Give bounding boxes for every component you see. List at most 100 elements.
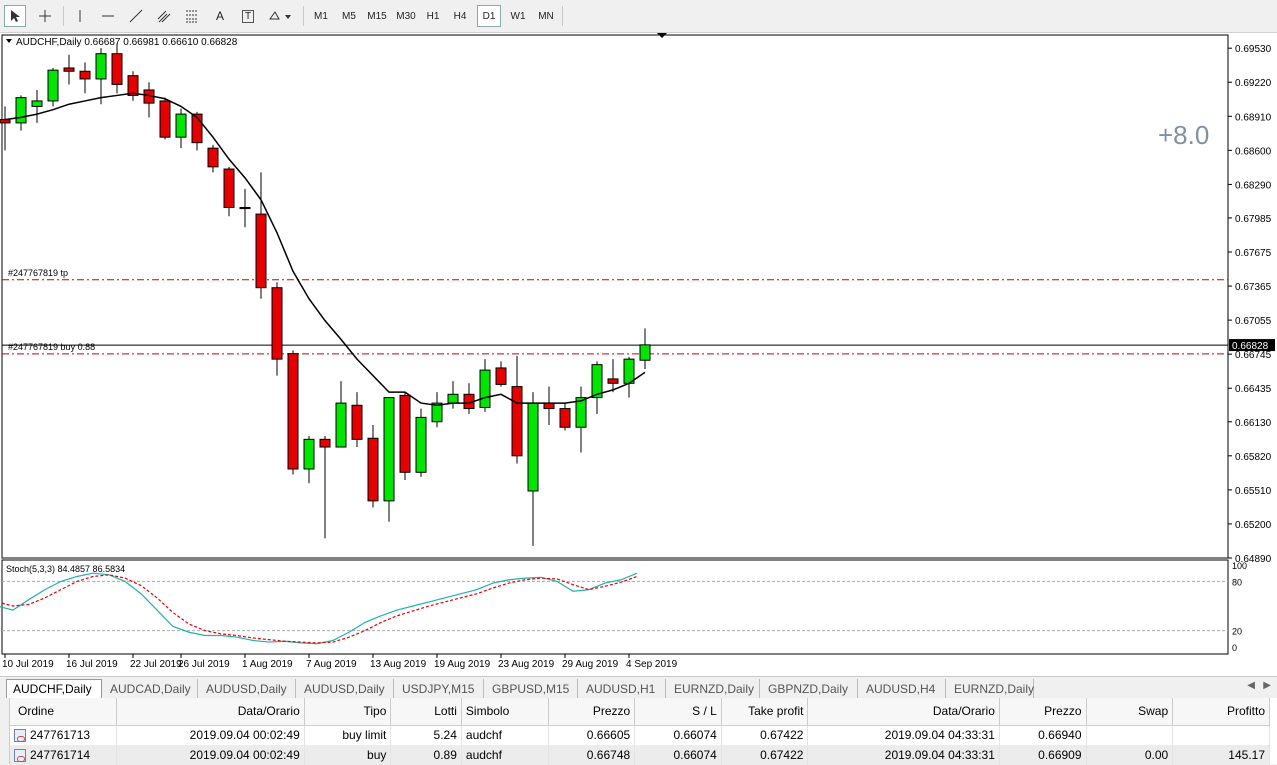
order-cell: 0.89 <box>390 745 462 765</box>
order-cell: buy <box>304 745 392 765</box>
equidistant-channel-tool[interactable] <box>153 5 175 27</box>
price-axis-label: 0.69530 <box>1235 44 1272 55</box>
order-cell: 0.66940 <box>999 725 1087 745</box>
horizontal-line-tool[interactable] <box>97 5 119 27</box>
bearish-candle <box>287 353 299 470</box>
bearish-candle <box>271 287 283 360</box>
timeframe-h1[interactable]: H1 <box>421 5 445 27</box>
chart-menu-arrow-icon <box>6 39 12 43</box>
cursor-tool[interactable] <box>4 5 26 27</box>
chevron-left-icon[interactable]: ◀ <box>1247 680 1255 691</box>
order-cell: 0.67422 <box>721 725 809 745</box>
date-axis-label: 13 Aug 2019 <box>370 659 427 670</box>
timeframe-h4[interactable]: H4 <box>448 5 472 27</box>
bearish-candle <box>207 147 219 168</box>
order-cell: 0.66909 <box>999 745 1087 765</box>
vertical-line-icon <box>79 10 81 22</box>
chart-toolbar: A T M1 M5 M15 M30 H1 H4 D1 W1 MN <box>0 0 1277 33</box>
bullish-candle <box>335 402 347 448</box>
text-label-tool[interactable]: T <box>237 5 259 27</box>
trendline-tool[interactable] <box>125 5 147 27</box>
column-header[interactable]: Profitto <box>1172 698 1270 726</box>
timeframe-label: D1 <box>482 10 496 22</box>
terminal-sidebar <box>0 698 10 764</box>
current-price-label: 0.66828 <box>1232 341 1269 352</box>
text-tool[interactable]: A <box>209 5 231 27</box>
column-header[interactable]: S / L <box>634 698 722 726</box>
price-axis-label: 0.68600 <box>1235 146 1272 157</box>
chart-tab[interactable]: GBPNZD,Daily <box>762 679 858 698</box>
order-ticket-cell: 247761714 <box>0 745 118 765</box>
shapes-dropdown-icon <box>269 11 291 20</box>
chart-tab[interactable]: USDJPY,M15 <box>396 679 484 698</box>
crosshair-tool[interactable] <box>34 5 56 27</box>
date-axis-label: 26 Jul 2019 <box>178 659 230 670</box>
column-header[interactable]: Swap <box>1086 698 1174 726</box>
bullish-candle <box>479 369 491 408</box>
chart-tab[interactable]: AUDUSD,Daily <box>298 679 394 698</box>
column-header[interactable]: Data/Orario <box>116 698 305 726</box>
order-cell: 145.17 <box>1172 745 1270 765</box>
shapes-menu[interactable] <box>265 5 295 27</box>
column-header[interactable]: Tipo <box>304 698 392 726</box>
bullish-candle <box>591 364 603 399</box>
chart-tab[interactable]: AUDUSD,H4 <box>860 679 946 698</box>
chart-tabs: AUDCHF,Daily AUDCAD,Daily AUDUSD,Daily AUDU… <box>0 676 1277 698</box>
order-cell: 2019.09.04 04:33:31 <box>807 725 1000 745</box>
price-axis-label: 0.69220 <box>1235 78 1272 89</box>
chart-header: AUDCHF,Daily 0.66687 0.66981 0.66610 0.6… <box>16 37 238 48</box>
bearish-candle <box>559 408 571 428</box>
horizontal-line-icon <box>102 15 114 17</box>
bullish-candle <box>415 416 427 473</box>
order-row[interactable]: 247761714 2019.09.04 00:02:49 buy 0.89 audch… <box>0 745 1270 765</box>
bearish-candle <box>79 70 91 80</box>
column-header[interactable]: Lotti <box>390 698 462 726</box>
fibonacci-icon <box>186 10 198 23</box>
date-axis-label: 23 Aug 2019 <box>498 659 555 670</box>
column-header[interactable]: Simbolo <box>461 698 549 726</box>
stochastic-axis-label: 100 <box>1232 561 1247 571</box>
timeframe-w1[interactable]: W1 <box>505 5 531 27</box>
bearish-candle <box>511 386 523 457</box>
timeframe-m1[interactable]: M1 <box>309 5 333 27</box>
price-chart[interactable]: 0.69530 0.69220 0.68910 0.68600 0.68290 0.679… <box>0 33 1277 676</box>
stochastic-main-line <box>0 572 638 645</box>
timeframe-label: M1 <box>314 10 328 22</box>
column-header[interactable]: Prezzo <box>999 698 1087 726</box>
price-axis-label: 0.67365 <box>1235 282 1272 293</box>
text-icon: A <box>215 9 224 23</box>
column-header[interactable]: Prezzo <box>548 698 636 726</box>
chevron-right-icon[interactable]: ▶ <box>1263 680 1271 691</box>
column-header[interactable]: Data/Orario <box>807 698 1000 726</box>
chart-window[interactable]: 0.69530 0.69220 0.68910 0.68600 0.68290 0.679… <box>0 33 1277 676</box>
column-header[interactable]: Take profit <box>721 698 809 726</box>
stochastic-axis-label: 0 <box>1232 643 1237 653</box>
chart-tab[interactable]: EURNZD,Daily <box>668 679 760 698</box>
chart-tab[interactable]: GBPUSD,M15 <box>486 679 578 698</box>
bullish-candle <box>47 69 59 102</box>
timeframe-m30[interactable]: M30 <box>392 5 420 27</box>
timeframe-label: MN <box>538 10 554 22</box>
chart-tab[interactable]: EURNZD,Daily <box>948 679 1034 698</box>
timeframe-mn[interactable]: MN <box>533 5 559 27</box>
orders-header-row: Ordine Data/Orario Tipo Lotti Simbolo Prezzo S… <box>0 698 1270 726</box>
price-axis-label: 0.66435 <box>1235 384 1272 395</box>
order-row[interactable]: 247761713 2019.09.04 00:02:49 buy limit 5.2… <box>0 725 1270 745</box>
chart-tab[interactable]: AUDCHF,Daily <box>6 679 102 698</box>
tab-scroll-arrows[interactable]: ◀ ▶ <box>1247 680 1271 691</box>
timeframe-d1[interactable]: D1 <box>477 5 501 27</box>
chart-tab[interactable]: AUDUSD,H1 <box>580 679 666 698</box>
fibonacci-tool[interactable] <box>181 5 203 27</box>
timeframe-m5[interactable]: M5 <box>336 5 362 27</box>
timeframe-label: M15 <box>367 10 387 22</box>
chart-tab[interactable]: AUDCAD,Daily <box>104 679 198 698</box>
stochastic-plot-area <box>1 559 1229 655</box>
timeframe-m15[interactable]: M15 <box>363 5 391 27</box>
column-header[interactable]: Ordine <box>0 698 118 726</box>
chart-tab[interactable]: AUDUSD,Daily <box>200 679 296 698</box>
bullish-candle <box>623 358 635 384</box>
order-cell <box>1172 725 1270 745</box>
price-axis-label: 0.65820 <box>1235 452 1272 463</box>
order-cell: audchf <box>461 725 549 745</box>
vertical-line-tool[interactable] <box>69 5 91 27</box>
